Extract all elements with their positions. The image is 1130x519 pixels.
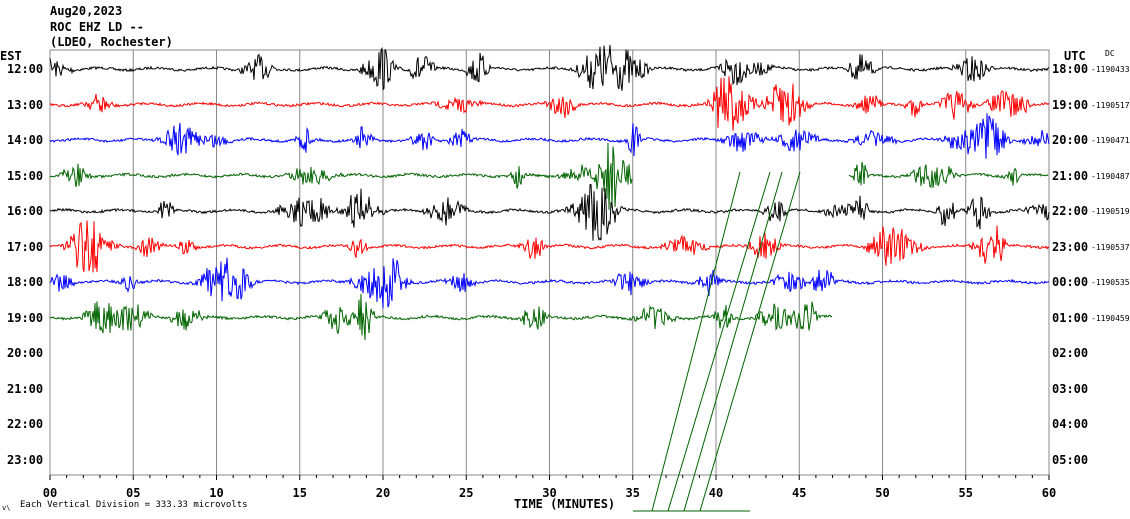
seismic-trace bbox=[49, 142, 633, 210]
seismic-trace bbox=[848, 161, 1049, 188]
dc-label: DC bbox=[1105, 49, 1115, 58]
est-row-label: 20:00 bbox=[7, 346, 44, 360]
seismic-trace bbox=[49, 220, 1050, 273]
est-row-label: 19:00 bbox=[7, 310, 44, 325]
x-tick-label: 50 bbox=[875, 486, 889, 500]
utc-row-label: 03:00 bbox=[1052, 381, 1089, 396]
seismic-trace bbox=[49, 44, 1050, 91]
dc-offset-label: -1190535 bbox=[1091, 278, 1130, 287]
seismic-trace bbox=[49, 76, 1050, 131]
est-row-label: 23:00 bbox=[7, 452, 44, 467]
x-tick-label: 35 bbox=[626, 486, 640, 500]
dc-offset-label: -1190433 bbox=[1091, 65, 1130, 74]
x-tick-label: 30 bbox=[542, 486, 556, 500]
est-row-label: 16:00 bbox=[7, 204, 44, 218]
est-row-label: 12:00 bbox=[7, 62, 44, 76]
x-tick-label: 60 bbox=[1042, 486, 1056, 500]
utc-row-label: 05:00 bbox=[1052, 452, 1089, 467]
est-row-label: 17:00 bbox=[7, 239, 44, 254]
x-axis-label: TIME (MINUTES) bbox=[514, 497, 616, 511]
dc-offset-label: -1190517 bbox=[1091, 100, 1130, 110]
x-tick-label: 00 bbox=[43, 486, 57, 500]
x-tick-label: 55 bbox=[959, 486, 973, 500]
x-tick-label: 20 bbox=[376, 486, 390, 500]
utc-row-label: 19:00 bbox=[1052, 97, 1089, 112]
utc-row-label: 22:00 bbox=[1052, 204, 1089, 218]
dc-offset-label: -1190471 bbox=[1091, 136, 1130, 145]
station-title: ROC EHZ LD -- bbox=[50, 20, 144, 34]
seismic-trace bbox=[49, 293, 833, 341]
diagonal-trace-line bbox=[667, 171, 771, 512]
utc-row-label: 23:00 bbox=[1052, 239, 1089, 254]
dc-offset-label: -1190487 bbox=[1091, 171, 1130, 181]
corner-mark: v\ bbox=[2, 504, 11, 512]
utc-row-label: 01:00 bbox=[1052, 310, 1089, 325]
x-tick-label: 05 bbox=[126, 486, 140, 500]
network-title: (LDEO, Rochester) bbox=[50, 35, 173, 49]
est-row-label: 14:00 bbox=[7, 133, 44, 147]
est-row-label: 15:00 bbox=[7, 168, 44, 183]
est-row-label: 13:00 bbox=[7, 97, 44, 112]
seismic-trace bbox=[49, 184, 1050, 241]
dc-offset-label: -1190519 bbox=[1091, 207, 1130, 216]
dc-offset-label: -1190537 bbox=[1091, 242, 1130, 252]
right-timezone: UTC bbox=[1064, 49, 1086, 63]
date-title: Aug20,2023 bbox=[50, 4, 123, 18]
utc-row-label: 18:00 bbox=[1052, 62, 1089, 76]
utc-row-label: 00:00 bbox=[1052, 275, 1089, 289]
utc-row-label: 02:00 bbox=[1052, 346, 1089, 360]
dc-offset-label: -1190459 bbox=[1091, 313, 1130, 323]
x-tick-label: 40 bbox=[709, 486, 723, 500]
utc-row-label: 20:00 bbox=[1052, 133, 1089, 147]
est-row-label: 21:00 bbox=[7, 381, 44, 396]
diagonal-trace-line bbox=[699, 171, 801, 512]
utc-row-label: 04:00 bbox=[1052, 417, 1089, 431]
left-timezone: EST bbox=[0, 49, 22, 63]
est-row-label: 22:00 bbox=[7, 417, 44, 431]
x-tick-label: 10 bbox=[209, 486, 223, 500]
x-tick-label: 15 bbox=[293, 486, 307, 500]
scale-text: Each Vertical Division = 333.33 microvol… bbox=[20, 500, 248, 510]
seismic-trace bbox=[49, 257, 1050, 309]
utc-row-label: 21:00 bbox=[1052, 168, 1089, 183]
est-row-label: 18:00 bbox=[7, 275, 44, 289]
x-tick-label: 45 bbox=[792, 486, 806, 500]
diagonal-trace-line bbox=[651, 171, 741, 512]
seismic-trace bbox=[49, 113, 1050, 159]
diagonal-trace-line bbox=[683, 171, 783, 512]
x-tick-label: 25 bbox=[459, 486, 473, 500]
